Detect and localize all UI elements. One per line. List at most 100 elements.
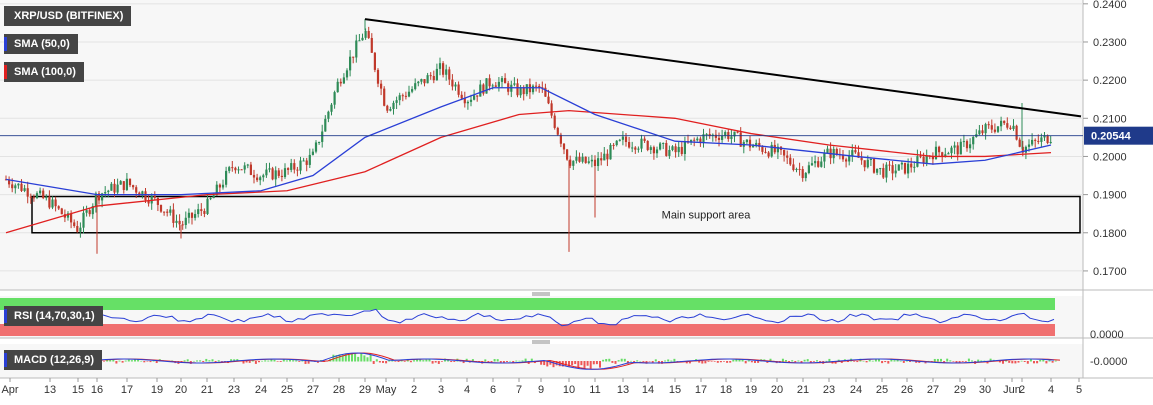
candle — [355, 34, 358, 63]
sma100-legend[interactable]: SMA (100,0) — [4, 62, 84, 82]
candle — [612, 143, 615, 150]
macd-histogram-bar — [1020, 360, 1023, 362]
candle — [57, 205, 60, 211]
x-tick-label: 28 — [333, 384, 345, 396]
candle — [104, 186, 107, 198]
pane-resize-handle[interactable] — [532, 292, 550, 296]
macd-histogram-bar — [701, 361, 704, 364]
macd-histogram-bar — [205, 358, 208, 362]
macd-histogram-bar — [338, 354, 341, 362]
candle — [110, 182, 113, 191]
macd-histogram-bar — [202, 361, 205, 363]
macd-histogram-bar — [416, 359, 419, 362]
macd-histogram-bar — [639, 360, 642, 362]
sma50-legend[interactable]: SMA (50,0) — [4, 34, 78, 54]
candle — [662, 142, 665, 150]
macd-histogram-bar — [385, 361, 388, 364]
macd-histogram-bar — [707, 361, 710, 362]
x-tick-label: 17 — [695, 384, 707, 396]
macd-histogram-bar — [1045, 361, 1048, 364]
candle — [466, 100, 469, 110]
candle — [411, 86, 414, 94]
rsi-axis-label: 0.0000 — [1090, 329, 1124, 341]
macd-histogram-bar — [549, 361, 552, 365]
candle — [584, 156, 587, 164]
macd-histogram-bar — [214, 361, 217, 363]
candle — [442, 61, 445, 78]
macd-histogram-bar — [130, 360, 133, 362]
macd-histogram-bar — [577, 361, 580, 368]
candle — [795, 167, 798, 173]
macd-histogram-bar — [413, 360, 415, 362]
candle — [218, 183, 221, 192]
rsi-legend[interactable]: RSI (14,70,30,1) — [4, 306, 103, 326]
candle — [891, 161, 894, 181]
macd-histogram-bar — [109, 359, 112, 362]
macd-histogram-bar — [422, 360, 425, 362]
macd-histogram-bar — [617, 360, 620, 362]
sma50-line — [5, 87, 1052, 196]
candle — [308, 148, 311, 169]
candle — [107, 189, 110, 198]
candle — [1046, 134, 1049, 145]
moving-averages — [5, 87, 1052, 234]
candle — [318, 141, 321, 145]
macd-histogram-bar — [382, 361, 384, 363]
macd-histogram-bar — [862, 360, 865, 362]
macd-histogram-bar — [998, 361, 1001, 363]
macd-histogram-bar — [626, 361, 629, 364]
candle — [603, 147, 606, 161]
macd-histogram-bar — [964, 361, 967, 362]
candle — [190, 212, 194, 225]
macd-histogram-bar — [747, 360, 750, 362]
candle — [299, 156, 302, 175]
candle — [200, 203, 203, 216]
macd-histogram-bar — [124, 360, 127, 362]
candle — [97, 190, 101, 205]
macd-histogram-bar — [118, 360, 121, 362]
candle — [559, 132, 562, 148]
candle — [572, 160, 575, 170]
pane-resize-handle[interactable] — [532, 340, 550, 344]
x-tick-label: 21 — [797, 384, 809, 396]
price-pane-bg — [0, 0, 1083, 290]
x-tick-label: 13 — [44, 384, 56, 396]
macd-histogram-bar — [611, 361, 614, 363]
macd-histogram-bar — [871, 360, 874, 362]
candle — [39, 187, 42, 195]
macd-histogram-bar — [744, 361, 747, 364]
candle — [401, 93, 404, 102]
candle — [609, 143, 612, 160]
candle — [993, 123, 996, 134]
candle — [900, 161, 903, 170]
macd-histogram-bar — [642, 361, 645, 362]
candle — [606, 149, 609, 167]
candle — [947, 151, 950, 155]
macd-histogram-bar — [264, 360, 267, 362]
x-tick-label: 17 — [121, 384, 133, 396]
macd-legend[interactable]: MACD (12,26,9) — [4, 350, 103, 370]
x-tick-label: 23 — [228, 384, 240, 396]
sma100-legend-text: SMA (100,0) — [14, 66, 76, 78]
sma100-swatch — [4, 65, 7, 79]
candle — [733, 131, 736, 143]
candle — [383, 86, 386, 107]
macd-histogram-bar — [781, 358, 784, 362]
candle — [311, 148, 314, 156]
macd-histogram-bar — [127, 359, 130, 362]
candle — [184, 211, 187, 229]
candle — [820, 156, 823, 168]
candle — [513, 77, 516, 87]
candle — [770, 141, 773, 158]
candle — [262, 173, 265, 182]
candle — [194, 209, 197, 221]
candle — [116, 178, 119, 195]
candle — [597, 151, 600, 171]
macd-histogram-bar — [397, 361, 400, 362]
candle — [51, 196, 54, 210]
macd-histogram-bar — [366, 357, 369, 362]
macd-histogram-bar — [636, 360, 639, 362]
macd-histogram-bar — [1014, 361, 1017, 364]
macd-histogram-bar — [140, 360, 143, 362]
